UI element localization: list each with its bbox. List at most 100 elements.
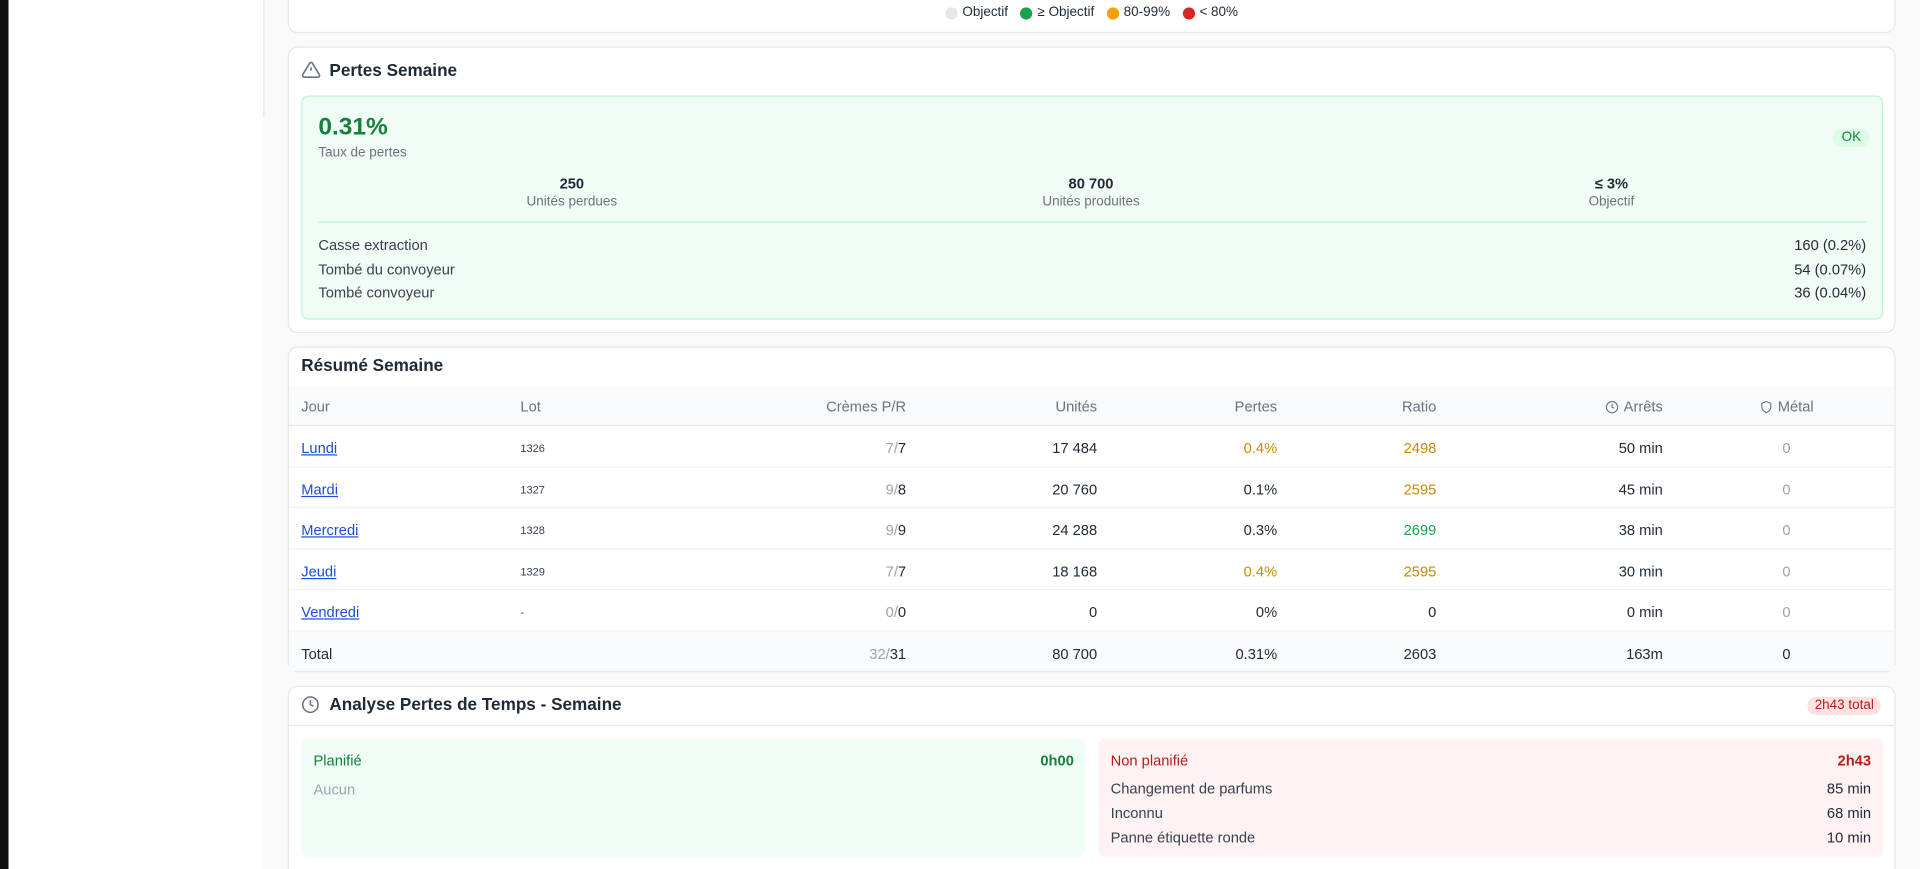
stat-value: 80 700 [1068,175,1114,193]
losses-cell: 0.4% [1243,439,1278,457]
total-row [288,631,1895,671]
status-badge: OK [1833,128,1870,147]
losses-cell: 0.4% [1243,562,1278,580]
legend-swatch [945,6,958,19]
lot-cell: - [520,606,525,619]
stat-label: Unités perdues [526,194,618,210]
cremes-planned: 7 [885,562,894,580]
stat-label: Objectif [1588,194,1635,210]
header-label: Jour [301,397,330,416]
day-link[interactable]: Mercredi [301,521,359,539]
column-header: Jour [301,398,330,415]
table-row [288,467,1895,509]
cremes-real: 9 [897,521,907,539]
time-title: Analyse Pertes de Temps - Semaine [329,694,622,714]
column-header: Unités [852,398,1097,415]
cremes-real: 0 [897,603,907,621]
legend-label: Objectif [962,4,1009,20]
legend-label: < 80% [1199,4,1239,20]
summary-title: Résumé Semaine [301,355,444,375]
cremes-real: 7 [897,439,907,457]
cremes-planned: 32 [869,644,886,662]
planned-total: 0h00 [1040,751,1074,769]
loss-value: 160 (0.2%) [1794,236,1867,254]
losses-cell: 0.31% [1235,644,1278,662]
header-label: Métal [1777,397,1814,416]
units-cell: 18 168 [1052,562,1098,580]
table-row [288,508,1895,550]
header-label: Ratio [1402,397,1437,416]
loss-label: Casse extraction [318,236,428,254]
legend-swatch [1106,6,1119,19]
units-cell: 24 288 [1052,521,1098,539]
metal-cell: 0 [1782,439,1791,457]
column-header: Pertes [1032,398,1277,415]
column-header: Métal [1664,398,1909,415]
loss-value: 36 (0.04%) [1794,284,1867,302]
stops-cell: 45 min [1618,480,1663,498]
cremes-cell: 32/31 [661,645,906,662]
warning-icon [301,61,321,78]
chart-card [287,0,1896,34]
units-cell: 0 [1088,603,1098,621]
ratio-cell: 2498 [1403,439,1437,457]
cremes-sep: / [893,439,898,457]
legend-item: Objectif [945,5,1008,21]
cremes-real: 31 [889,644,907,662]
divider [288,724,1895,727]
day-link[interactable]: Lundi [301,439,338,457]
day-cell: Lundi [301,440,337,457]
day-cell: Mardi [301,481,338,498]
cremes-planned: 7 [885,439,894,457]
unplanned-title: Non planifié [1110,751,1189,769]
stat-label: Unités produites [1042,194,1140,210]
lot-cell: 1326 [520,442,545,455]
header-label: Pertes [1234,397,1278,416]
clock-icon [301,696,319,714]
losses-cell: 0.1% [1243,480,1278,498]
day-cell: Total [301,644,333,662]
cremes-sep: / [893,562,898,580]
stops-cell: 50 min [1618,439,1663,457]
header-label: Arrêts [1623,397,1663,416]
cremes-sep: / [893,480,898,498]
losses-cell: 0% [1255,603,1278,621]
units-cell: 80 700 [1052,644,1098,662]
time-badge: 2h43 total [1807,696,1882,716]
unplanned-value: 10 min [1826,828,1872,847]
day-link[interactable]: Mardi [301,480,338,498]
legend-item: 80-99% [1106,5,1170,21]
losses-panel [301,95,1884,320]
losses-title: Pertes Semaine [329,60,458,80]
cremes-cell: 9/9 [661,522,906,539]
window-edge [0,0,9,869]
legend-item: < 80% [1182,5,1238,21]
header-label: Lot [520,397,541,416]
ratio-cell: 2603 [1403,644,1437,662]
losses-cell: 0.3% [1243,521,1278,539]
day-link[interactable]: Vendredi [301,603,360,621]
header-label: Unités [1055,397,1098,416]
table-row [288,590,1895,632]
day-link[interactable]: Jeudi [301,562,337,580]
sidebar [8,0,264,869]
unplanned-panel [1098,738,1884,858]
units-cell: 20 760 [1052,480,1098,498]
cremes-sep: / [893,603,898,621]
divider [318,221,1867,223]
header-icon [1605,400,1619,413]
legend-item: ≥ Objectif [1020,5,1094,21]
unplanned-label: Inconnu [1110,804,1163,822]
cremes-sep: / [885,644,890,662]
legend-swatch [1182,6,1195,19]
ratio-cell: 2699 [1403,521,1437,539]
cremes-planned: 9 [885,480,894,498]
stat-value: ≤ 3% [1594,175,1629,193]
column-header: Arrêts [1418,398,1663,415]
metal-cell: 0 [1782,480,1791,498]
column-header: Crèmes P/R [661,398,906,415]
cremes-planned: 0 [885,603,894,621]
cremes-cell: 9/8 [661,481,906,498]
